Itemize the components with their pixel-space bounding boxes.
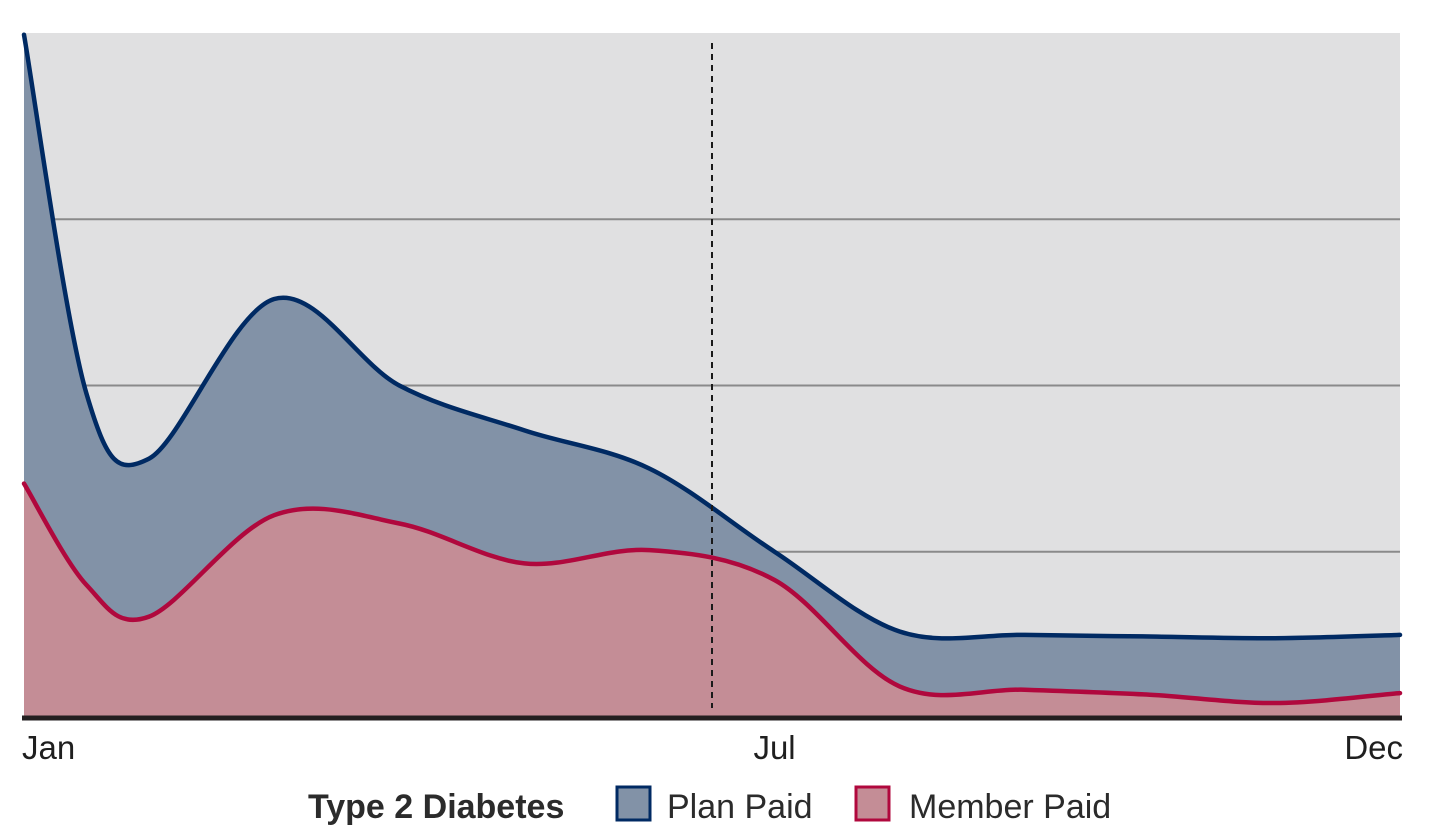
area-series — [24, 34, 1400, 718]
x-tick-label-jan: Jan — [22, 729, 75, 766]
x-tick-labels: Jan Jul Dec — [22, 729, 1403, 766]
x-tick-label-dec: Dec — [1344, 729, 1403, 766]
legend-label-plan-paid: Plan Paid — [667, 788, 813, 826]
line-member-paid — [21, 481, 1403, 706]
legend-swatch-member-paid — [854, 785, 891, 822]
legend-swatch-plan-paid — [615, 785, 652, 822]
legend-label-member-paid: Member Paid — [909, 788, 1111, 826]
area-member-paid — [24, 483, 1400, 718]
legend: Type 2 Diabetes Plan Paid Member Paid — [308, 785, 1111, 826]
line-plan-paid — [21, 32, 1403, 641]
legend-title: Type 2 Diabetes — [308, 788, 564, 826]
series-lines — [21, 32, 1403, 706]
x-tick-label-jul: Jul — [753, 729, 795, 766]
